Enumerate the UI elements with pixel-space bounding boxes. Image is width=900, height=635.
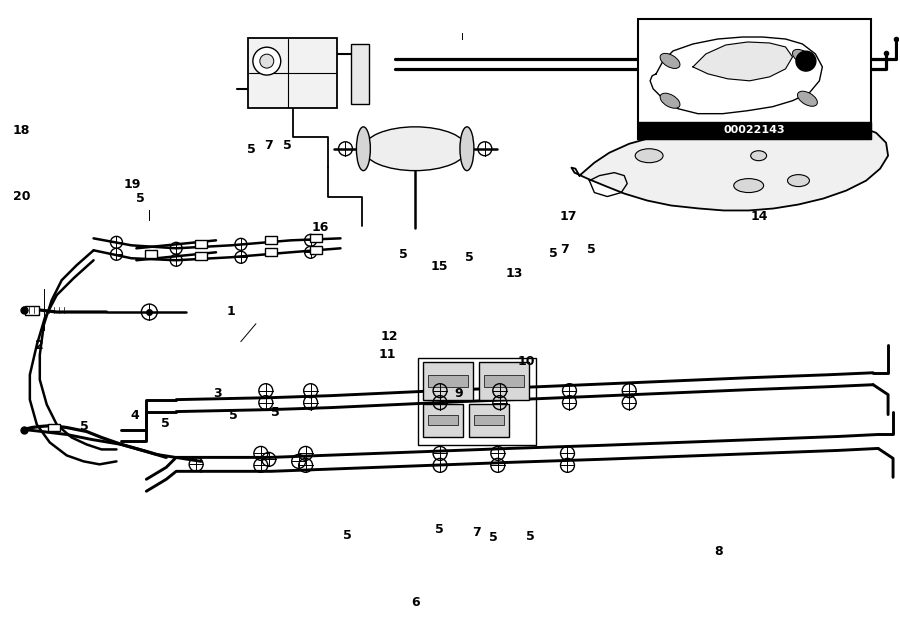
Circle shape bbox=[796, 51, 816, 71]
Text: 5: 5 bbox=[435, 523, 444, 536]
Text: 5: 5 bbox=[283, 139, 292, 152]
Bar bbox=[310, 234, 321, 243]
Text: 2: 2 bbox=[35, 340, 44, 352]
Text: 4: 4 bbox=[130, 409, 139, 422]
Text: 14: 14 bbox=[751, 210, 768, 223]
Text: 5: 5 bbox=[526, 530, 535, 544]
Ellipse shape bbox=[660, 93, 680, 108]
FancyBboxPatch shape bbox=[479, 362, 528, 399]
Bar bbox=[428, 375, 468, 387]
Text: 9: 9 bbox=[454, 387, 464, 400]
Text: 20: 20 bbox=[13, 190, 31, 203]
Ellipse shape bbox=[751, 150, 767, 161]
Text: 5: 5 bbox=[161, 417, 169, 431]
Bar bbox=[474, 415, 504, 425]
Text: 10: 10 bbox=[518, 355, 535, 368]
Bar bbox=[195, 240, 207, 248]
Circle shape bbox=[253, 47, 281, 75]
Bar bbox=[428, 415, 458, 425]
FancyBboxPatch shape bbox=[423, 404, 463, 438]
Polygon shape bbox=[650, 37, 823, 114]
Ellipse shape bbox=[356, 127, 370, 171]
Bar bbox=[484, 375, 524, 387]
Bar bbox=[310, 246, 321, 254]
Text: 16: 16 bbox=[311, 221, 328, 234]
Ellipse shape bbox=[788, 175, 809, 187]
Text: 8: 8 bbox=[715, 545, 723, 558]
Text: 5: 5 bbox=[549, 246, 557, 260]
Polygon shape bbox=[693, 42, 793, 81]
Bar bbox=[265, 248, 277, 257]
Text: 1: 1 bbox=[226, 305, 235, 318]
Text: 5: 5 bbox=[343, 529, 351, 542]
Bar bbox=[265, 236, 277, 244]
Ellipse shape bbox=[635, 149, 663, 163]
Text: 13: 13 bbox=[506, 267, 523, 280]
Text: 3: 3 bbox=[212, 387, 221, 400]
Text: 6: 6 bbox=[411, 596, 420, 608]
Text: 5: 5 bbox=[465, 251, 474, 264]
Bar bbox=[351, 44, 369, 104]
Text: 5: 5 bbox=[587, 243, 596, 257]
Bar bbox=[48, 424, 59, 432]
Text: 17: 17 bbox=[560, 210, 577, 223]
Ellipse shape bbox=[460, 127, 474, 171]
Text: 19: 19 bbox=[123, 178, 140, 191]
Bar bbox=[638, 19, 871, 139]
FancyBboxPatch shape bbox=[469, 404, 508, 438]
Text: 7: 7 bbox=[561, 243, 569, 257]
Text: 7: 7 bbox=[472, 526, 482, 539]
Text: 12: 12 bbox=[381, 330, 398, 343]
Ellipse shape bbox=[734, 178, 763, 192]
Text: 5: 5 bbox=[229, 409, 238, 422]
Bar bbox=[638, 121, 871, 139]
Ellipse shape bbox=[364, 127, 467, 171]
Bar bbox=[145, 250, 158, 258]
Polygon shape bbox=[572, 123, 888, 210]
Text: 5: 5 bbox=[399, 248, 408, 261]
Text: 5: 5 bbox=[247, 144, 256, 156]
FancyBboxPatch shape bbox=[248, 38, 338, 108]
Text: 11: 11 bbox=[379, 348, 396, 361]
Ellipse shape bbox=[793, 50, 813, 65]
Text: 5: 5 bbox=[137, 192, 145, 205]
Text: 15: 15 bbox=[430, 260, 448, 274]
Bar bbox=[195, 252, 207, 260]
Text: 5: 5 bbox=[80, 420, 89, 432]
Circle shape bbox=[260, 54, 274, 68]
FancyBboxPatch shape bbox=[423, 362, 473, 399]
Text: 5: 5 bbox=[271, 406, 280, 419]
Ellipse shape bbox=[797, 91, 817, 106]
Bar bbox=[25, 305, 39, 314]
Text: 5: 5 bbox=[489, 531, 498, 544]
Bar bbox=[418, 358, 536, 445]
Ellipse shape bbox=[660, 53, 680, 69]
Text: 7: 7 bbox=[265, 139, 274, 152]
Text: 00022143: 00022143 bbox=[724, 125, 786, 135]
Text: 18: 18 bbox=[13, 124, 31, 138]
